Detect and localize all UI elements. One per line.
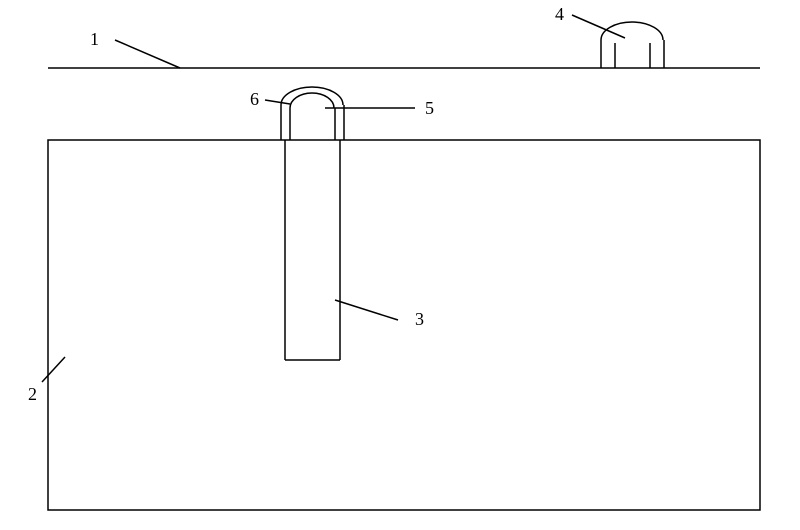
label-6: 6 <box>250 89 259 109</box>
technical-diagram: 1 2 3 4 5 6 <box>0 0 800 530</box>
label-3: 3 <box>415 309 424 329</box>
label-1: 1 <box>90 29 99 49</box>
diagram-leaders <box>42 15 625 382</box>
diagram-shapes <box>48 22 760 510</box>
label-2: 2 <box>28 384 37 404</box>
label-4: 4 <box>555 4 564 24</box>
label-5: 5 <box>425 98 434 118</box>
diagram-labels: 1 2 3 4 5 6 <box>28 4 564 404</box>
